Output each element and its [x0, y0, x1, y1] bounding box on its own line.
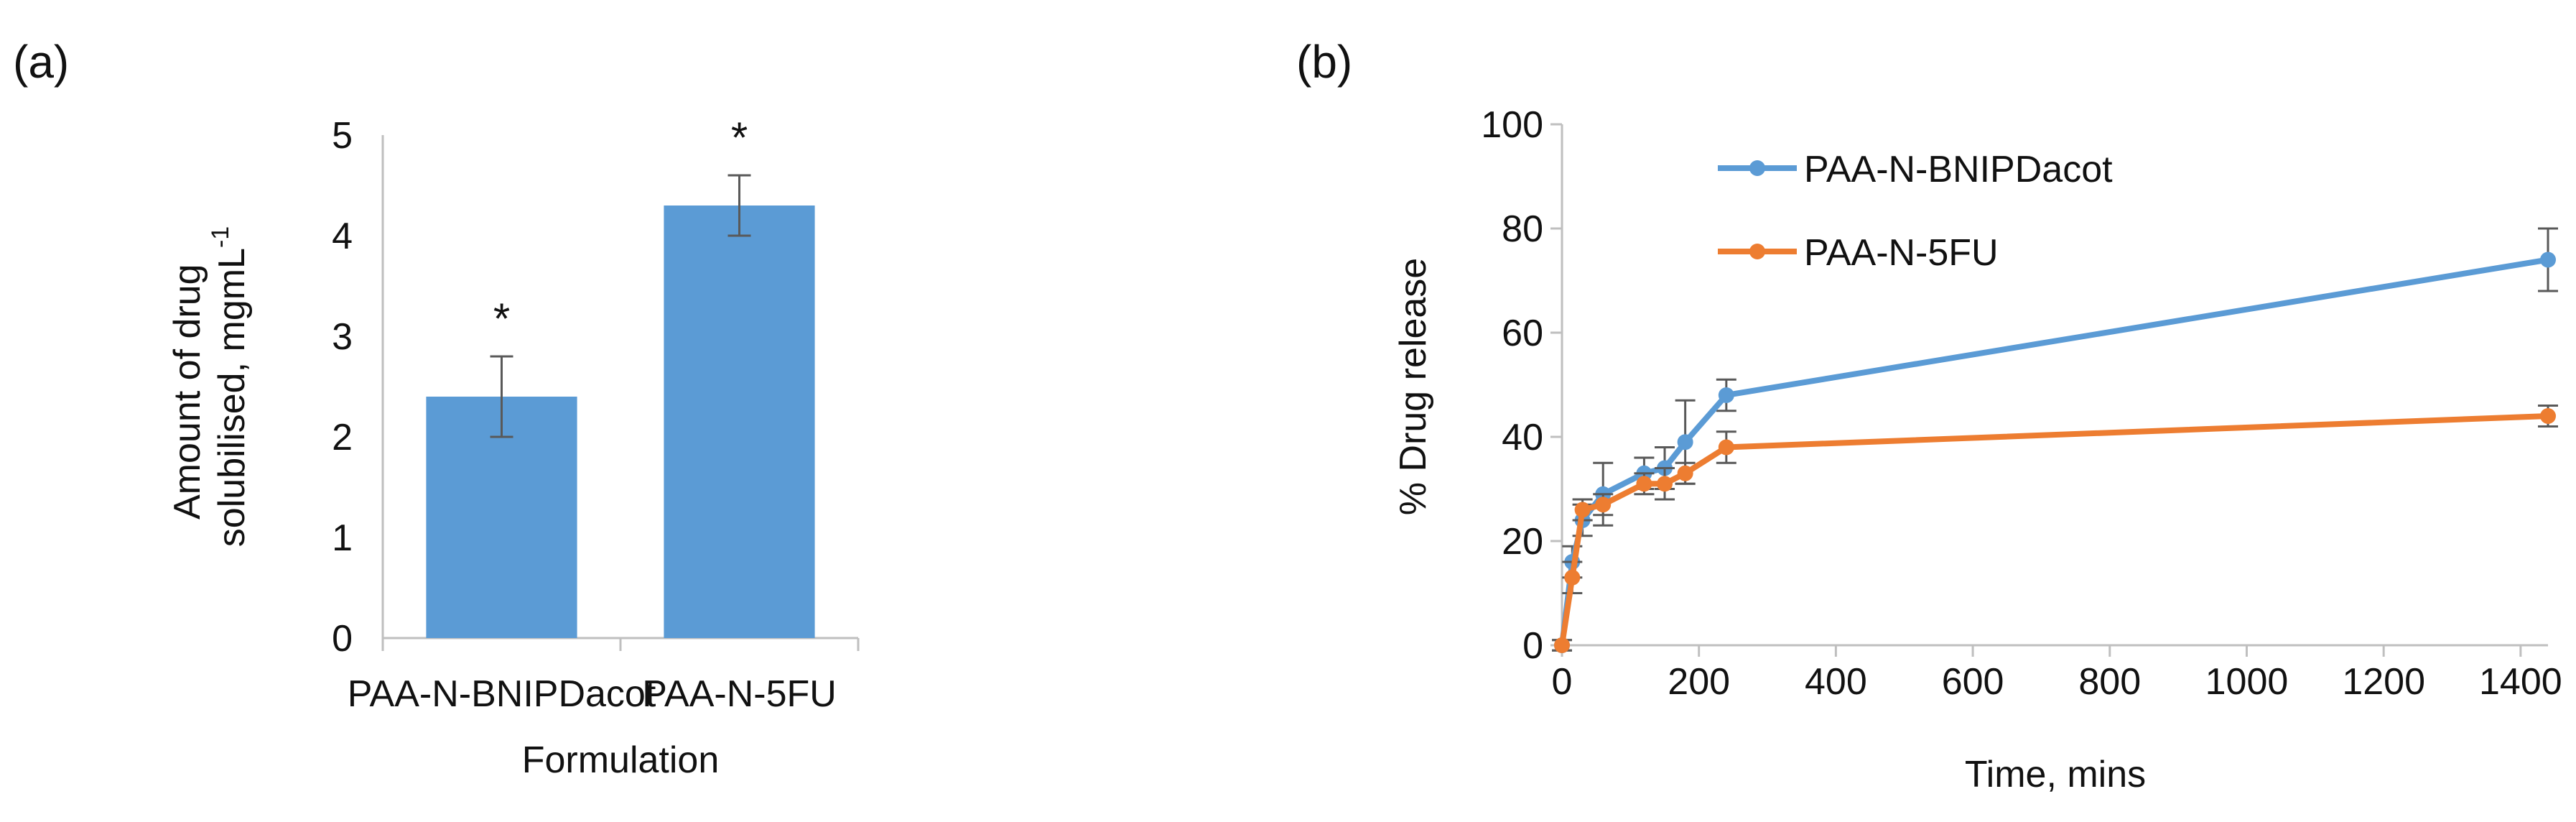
line-chart-y-axis-title: % Drug release [1392, 258, 1434, 515]
bar-chart-y-tick-label-2: 2 [332, 417, 353, 458]
bar-chart-y-axis-title: Amount of drug solubilised, mgmL-1 [167, 226, 253, 547]
line-series-0-point-8 [2540, 251, 2556, 268]
bar-chart-bars: ** [426, 114, 815, 638]
line-chart-x-tick-label-5: 1000 [2205, 661, 2289, 703]
line-series-1-path [1559, 413, 2549, 646]
line-series-0-point-6 [1677, 434, 1693, 451]
bar-category-label-0: PAA-N-BNIPDacot [348, 673, 656, 715]
line-series-1-point-6 [1677, 465, 1693, 481]
line-chart-y-tick-label-4: 80 [1502, 208, 1543, 250]
bar-chart-y-tick-label-4: 4 [332, 216, 353, 257]
bar-chart-x-axis-title: Formulation [522, 739, 720, 781]
bar-chart-y-axis-title-line2: solubilised, mgmL [211, 248, 253, 547]
bar-significance-marker-1: * [731, 114, 748, 162]
line-series-1-point-1 [1564, 569, 1581, 586]
legend-label-0: PAA-N-BNIPDacot [1804, 149, 2113, 190]
line-series-0-point-7 [1718, 387, 1734, 403]
panel-label-a: (a) [13, 36, 69, 88]
bar-category-label-1: PAA-N-5FU [642, 673, 837, 715]
line-series-1-point-2 [1574, 502, 1591, 518]
bar-chart-y-tick-label-3: 3 [332, 316, 353, 358]
line-chart-x-tick-label-4: 800 [2078, 661, 2141, 703]
line-chart-x-tick-label-1: 200 [1668, 661, 1730, 703]
line-chart-legend: PAA-N-BNIPDacot PAA-N-5FU [1718, 149, 2113, 274]
bar-chart-y-tick-label-0: 0 [332, 618, 353, 660]
line-chart-y-tick-label-3: 60 [1502, 313, 1543, 354]
line-series-1-point-7 [1718, 439, 1734, 456]
bar-chart-y-tick-labels: 0 1 2 3 4 5 [332, 115, 353, 660]
legend-label-1: PAA-N-5FU [1804, 232, 1999, 274]
line-chart-series [1552, 227, 2558, 653]
bar-significance-marker-0: * [493, 295, 510, 343]
line-chart-x-tick-label-3: 600 [1942, 661, 2004, 703]
line-series-1-point-3 [1595, 497, 1612, 513]
line-chart-x-tick-label-0: 0 [1552, 661, 1573, 703]
line-series-0-path [1559, 257, 2549, 646]
bar-chart-y-axis-title-superscript: -1 [207, 226, 234, 248]
line-chart-x-tick-label-6: 1200 [2342, 661, 2425, 703]
line-series-0 [1552, 227, 2558, 653]
legend-swatch-marker-0 [1749, 160, 1765, 176]
line-chart-x-axis-title: Time, mins [1965, 754, 2146, 795]
bar-1 [664, 206, 815, 638]
line-chart-y-tick-label-0: 0 [1522, 625, 1543, 667]
legend-swatch-marker-1 [1749, 244, 1765, 259]
bar-chart-y-tick-label-5: 5 [332, 115, 353, 157]
line-series-1 [1552, 405, 2558, 653]
bar-chart-y-axis-title-line1: Amount of drug [167, 264, 208, 519]
bar-chart-y-tick-label-1: 1 [332, 517, 353, 559]
line-chart-y-tick-label-5: 100 [1481, 104, 1543, 146]
line-series-1-point-5 [1657, 476, 1673, 492]
line-chart-y-tick-label-2: 40 [1502, 417, 1543, 458]
line-series-1-point-8 [2540, 408, 2556, 424]
line-series-1-point-0 [1554, 637, 1570, 653]
panel-label-b: (b) [1296, 36, 1352, 88]
line-chart-x-tick-label-7: 1400 [2479, 661, 2562, 703]
line-series-1-point-4 [1636, 476, 1652, 492]
line-chart-x-tick-label-2: 400 [1805, 661, 1867, 703]
line-chart-y-tick-label-1: 20 [1502, 521, 1543, 563]
